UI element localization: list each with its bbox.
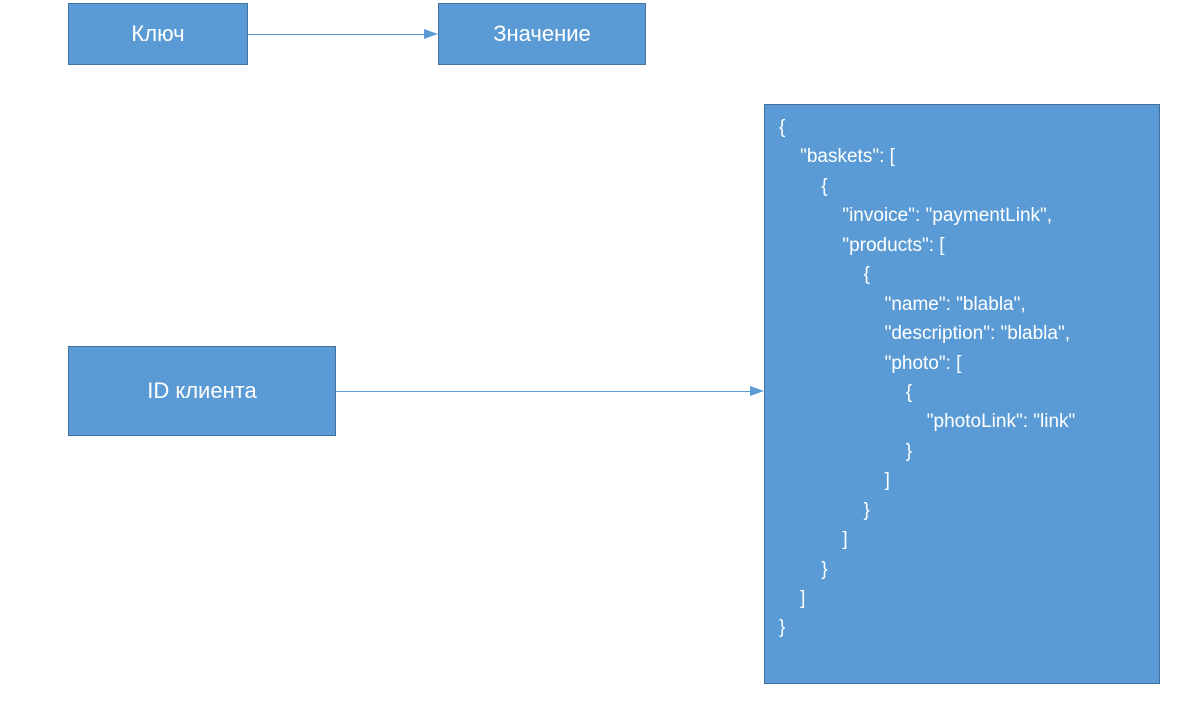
key-label: Ключ [131, 21, 184, 47]
client-id-box: ID клиента [68, 346, 336, 436]
key-box: Ключ [68, 3, 248, 65]
arrow-key-to-value [248, 34, 424, 35]
client-id-label: ID клиента [147, 378, 257, 404]
json-box: { "baskets": [ { "invoice": "paymentLink… [764, 104, 1160, 684]
value-box: Значение [438, 3, 646, 65]
arrow-client-to-json [336, 391, 750, 392]
value-label: Значение [493, 21, 591, 47]
arrowhead-icon [424, 29, 438, 39]
arrowhead-icon [750, 386, 764, 396]
